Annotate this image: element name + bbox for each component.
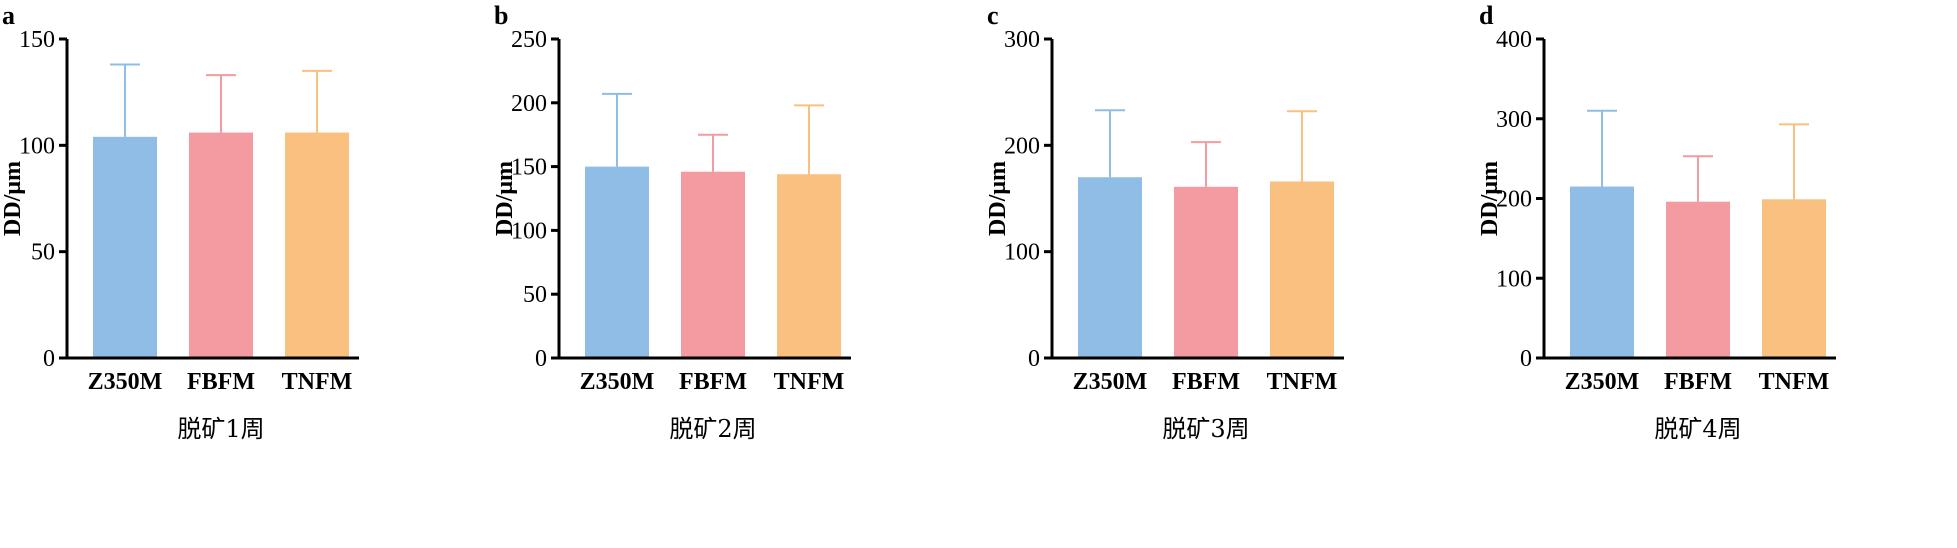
x-axis-label: 脱矿1周 <box>177 415 264 443</box>
y-tick-label: 200 <box>1004 133 1040 159</box>
x-tick-label: Z350M <box>580 369 655 395</box>
y-tick-label: 300 <box>1496 107 1532 133</box>
y-tick-label: 300 <box>1004 27 1040 53</box>
y-tick-label: 100 <box>19 133 55 159</box>
panel-letter: b <box>494 1 508 30</box>
y-tick-label: 250 <box>511 27 547 53</box>
bar-fbfm <box>1666 201 1730 358</box>
bar-z350m <box>93 136 157 358</box>
y-tick-label: 200 <box>511 91 547 117</box>
y-axis-label: DD/μm <box>492 161 518 236</box>
bar-z350m <box>1570 186 1634 358</box>
bar-fbfm <box>681 171 745 358</box>
bar-fbfm <box>1174 186 1238 358</box>
panel-c: c Z350M FBFM TNFM 0 100 200 300 DD/μm 脱矿3周 <box>985 1 1344 443</box>
x-tick-label: Z350M <box>1073 369 1148 395</box>
y-tick-label: 150 <box>511 155 547 181</box>
bar-tnfm <box>777 174 841 358</box>
y-tick-label: 400 <box>1496 27 1532 53</box>
panel-letter: d <box>1479 1 1494 30</box>
panel-a: a Z350M FBFM TNFM 0 50 100 150 DD/μm 脱矿1周 <box>0 1 359 443</box>
y-axis-label: DD/μm <box>1477 161 1503 236</box>
x-tick-label: TNFM <box>1267 369 1338 395</box>
x-tick-label: FBFM <box>1172 369 1240 395</box>
y-tick-label: 200 <box>1496 187 1532 213</box>
x-axis-label: 脱矿3周 <box>1162 415 1249 443</box>
x-tick-label: FBFM <box>187 369 255 395</box>
y-tick-label: 150 <box>19 27 55 53</box>
bar-z350m <box>1078 177 1142 358</box>
x-tick-label: TNFM <box>1759 369 1830 395</box>
bar-tnfm <box>285 132 349 358</box>
bar-tnfm <box>1762 199 1826 358</box>
panel-letter: c <box>987 1 999 30</box>
panel-b: b Z350M FBFM TNFM 0 50 100 150 200 250 DD/μm 脱矿2周 <box>492 1 851 443</box>
y-tick-label: 0 <box>43 346 55 372</box>
y-tick-label: 0 <box>1520 346 1532 372</box>
bar-tnfm <box>1270 181 1334 358</box>
x-tick-label: Z350M <box>1565 369 1640 395</box>
y-axis-label: DD/μm <box>0 161 26 236</box>
y-tick-label: 50 <box>523 282 547 308</box>
bar-fbfm <box>189 132 253 358</box>
y-tick-label: 50 <box>31 240 55 266</box>
panel-d: d Z350M FBFM TNFM 0 100 200 300 400 DD/μm 脱矿4周 <box>1477 1 1836 443</box>
y-tick-label: 100 <box>1004 240 1040 266</box>
bar-z350m <box>585 166 649 358</box>
x-tick-label: FBFM <box>1664 369 1732 395</box>
x-tick-label: FBFM <box>679 369 747 395</box>
y-tick-label: 0 <box>535 346 547 372</box>
y-tick-label: 100 <box>1496 266 1532 292</box>
x-axis-label: 脱矿4周 <box>1654 415 1741 443</box>
x-tick-label: TNFM <box>774 369 845 395</box>
x-axis-label: 脱矿2周 <box>669 415 756 443</box>
y-axis-label: DD/μm <box>985 161 1011 236</box>
x-tick-label: TNFM <box>282 369 353 395</box>
panel-letter: a <box>2 1 15 30</box>
y-tick-label: 100 <box>511 218 547 244</box>
y-tick-label: 0 <box>1028 346 1040 372</box>
x-tick-label: Z350M <box>88 369 163 395</box>
